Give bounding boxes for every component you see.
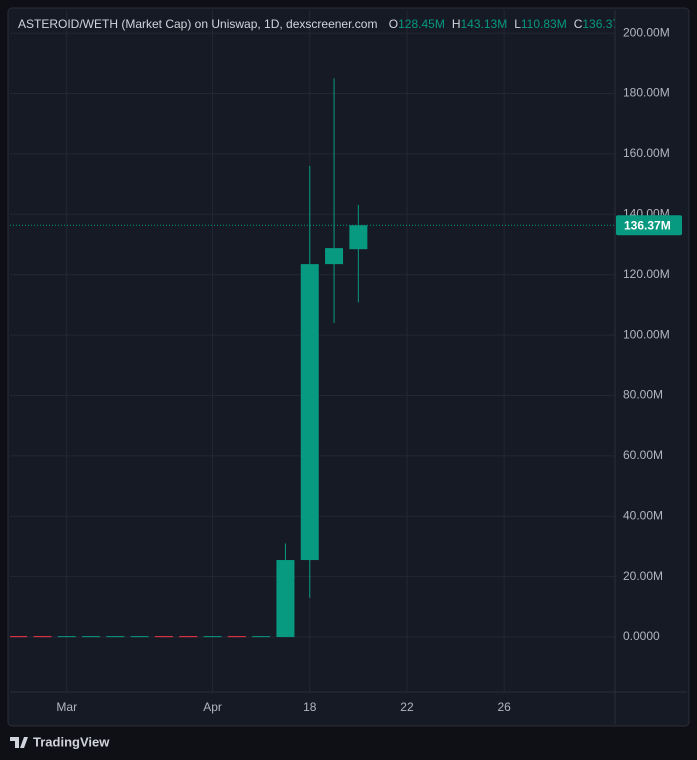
y-tick-label: 160.00M bbox=[623, 146, 670, 160]
candle-body bbox=[106, 636, 125, 638]
candle-body bbox=[154, 636, 173, 638]
last-price-label: 136.37M bbox=[624, 218, 671, 232]
candle-body bbox=[179, 636, 198, 638]
x-tick-label: Mar bbox=[56, 700, 77, 714]
y-tick-label: 180.00M bbox=[623, 86, 670, 100]
y-tick-label: 200.00M bbox=[623, 25, 670, 39]
candle-body bbox=[82, 636, 101, 638]
x-tick-label: Apr bbox=[203, 700, 222, 714]
ohlc-key: C bbox=[574, 17, 583, 31]
tradingview-logo bbox=[10, 737, 28, 748]
candle-body bbox=[349, 225, 368, 250]
candle-body bbox=[276, 560, 295, 638]
candle-body bbox=[227, 636, 246, 638]
chart-frame bbox=[7, 7, 690, 727]
ohlc-value: 136.37M bbox=[582, 17, 629, 31]
candle-body bbox=[300, 264, 319, 561]
candle-body bbox=[33, 636, 52, 638]
ohlc-key: H bbox=[452, 17, 461, 31]
ohlc-value: 128.45M bbox=[398, 17, 445, 31]
x-tick-label: 22 bbox=[400, 700, 414, 714]
header: ASTEROID/WETH (Market Cap) on Uniswap, 1… bbox=[18, 17, 629, 31]
candle-body bbox=[10, 636, 28, 638]
y-tick-label: 40.00M bbox=[623, 508, 663, 522]
candle-body bbox=[252, 636, 271, 638]
y-tick-label: 20.00M bbox=[623, 569, 663, 583]
y-tick-label: 0.0000 bbox=[623, 629, 660, 643]
candle-body bbox=[203, 636, 222, 638]
last-price-badge bbox=[616, 215, 682, 236]
y-tick-label: 80.00M bbox=[623, 388, 663, 402]
branding: TradingView bbox=[10, 734, 110, 749]
x-tick-label: 26 bbox=[497, 700, 511, 714]
candle-body bbox=[130, 636, 149, 638]
branding-text: TradingView bbox=[33, 734, 110, 749]
ohlc-value: 110.83M bbox=[521, 17, 567, 31]
chart-title: ASTEROID/WETH (Market Cap) on Uniswap, 1… bbox=[18, 17, 377, 31]
y-tick-label: 120.00M bbox=[623, 267, 670, 281]
candle-body bbox=[57, 636, 76, 638]
axes: 0.0000 20.00M 40.00M 60.00M 80.00M 100.00M 120… bbox=[56, 25, 682, 714]
ohlc-key: O bbox=[389, 17, 398, 31]
candle-body bbox=[325, 248, 344, 265]
y-tick-label: 60.00M bbox=[623, 448, 663, 462]
chart-header: ASTEROID/WETH (Market Cap) on Uniswap, 1… bbox=[18, 17, 629, 31]
ohlc-key: L bbox=[514, 17, 521, 31]
plot-area bbox=[10, 78, 615, 638]
ohlc-value: 143.13M bbox=[461, 17, 508, 31]
x-tick-label: 18 bbox=[303, 700, 317, 714]
y-tick-label: 100.00M bbox=[623, 327, 670, 341]
